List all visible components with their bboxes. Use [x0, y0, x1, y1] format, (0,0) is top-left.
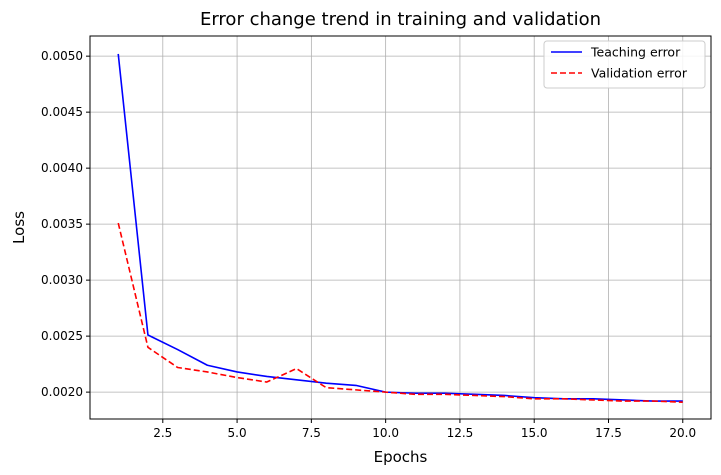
chart-title: Error change trend in training and valid… [200, 9, 601, 30]
series-line-teaching-error [117, 53, 683, 402]
y-tick-label: 0.0020 [41, 385, 83, 399]
y-axis-label: Loss [10, 211, 28, 244]
legend-label-teaching-error: Teaching error [590, 45, 681, 60]
y-tick-label: 0.0025 [41, 329, 83, 343]
series-layer [117, 53, 683, 403]
x-axis-label: Epochs [374, 448, 428, 466]
x-tick-label: 17.5 [595, 426, 622, 440]
y-tick-label: 0.0030 [41, 273, 83, 287]
series-line-validation-error [117, 222, 683, 403]
x-tick-label: 2.5 [153, 426, 172, 440]
x-tick-label: 7.5 [302, 426, 321, 440]
x-tick-label: 20.0 [669, 426, 696, 440]
y-axis-ticks: 0.0020 0.0025 0.0030 0.0035 0.0040 0.0045 0.00… [41, 49, 90, 399]
y-tick-label: 0.0050 [41, 49, 83, 63]
x-tick-label: 15.0 [521, 426, 548, 440]
y-tick-label: 0.0035 [41, 217, 83, 231]
x-axis-ticks: 2.5 5.0 7.5 10.0 12.5 15.0 17.5 20.0 [153, 419, 696, 440]
legend: Teaching error Validation error [543, 40, 706, 89]
grid [90, 36, 711, 419]
x-tick-label: 10.0 [372, 426, 399, 440]
x-tick-label: 12.5 [447, 426, 474, 440]
legend-label-validation-error: Validation error [591, 66, 688, 81]
y-tick-label: 0.0040 [41, 161, 83, 175]
x-tick-label: 5.0 [228, 426, 247, 440]
plot-frame [89, 35, 712, 420]
legend-box [543, 40, 706, 89]
y-tick-label: 0.0045 [41, 105, 83, 119]
